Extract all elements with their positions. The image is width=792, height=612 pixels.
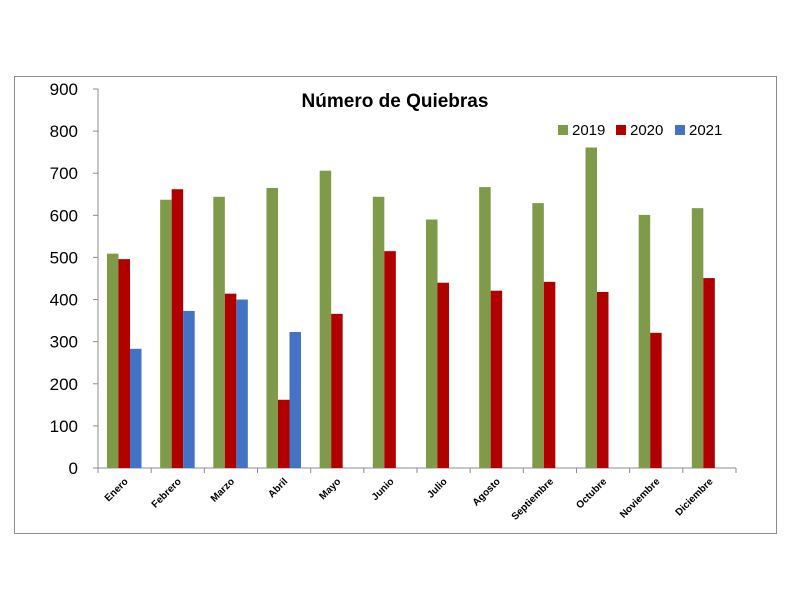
legend-label-2019: 2019 [572,122,605,139]
legend-swatch-2021 [675,125,685,135]
x-tick-label: Abril [266,476,290,500]
bar-2019-octubre [585,147,597,468]
bar-2021-febrero [183,310,195,468]
bar-2020-abril [278,399,290,468]
bar-2021-marzo [236,299,248,468]
bar-2019-diciembre [691,208,704,469]
x-tick-label: Marzo [209,476,237,504]
bar-2021-enero [130,348,142,468]
bars [107,147,715,469]
bar-2020-marzo [224,293,237,468]
legend-label-2020: 2020 [630,122,663,139]
bar-2020-septiembre [543,281,556,468]
y-tick-label: 100 [50,417,78,436]
legend-label-2021: 2021 [689,122,722,139]
bar-2019-abril [266,187,278,468]
x-tick-label: Junio [370,476,397,503]
bar-2019-mayo [319,170,332,468]
y-tick-label: 700 [50,164,78,183]
bar-2020-octubre [597,291,609,468]
bar-2019-noviembre [638,214,651,468]
bar-2019-febrero [160,199,172,468]
bar-2019-julio [426,219,438,468]
bar-2020-julio [437,282,449,468]
legend: 2019 2020 2021 [558,122,722,139]
x-tick-label: Enero [103,476,131,504]
x-tick-label: Agosto [471,476,503,508]
bar-2019-enero [107,253,119,468]
x-tick-labels: Enero Febrero Marzo Abril Mayo Junio Julio Agos… [97,468,737,523]
bar-2020-febrero [171,189,184,468]
bar-2019-junio [372,196,385,469]
y-tick-label: 300 [50,333,78,352]
y-tick-label: 400 [50,291,78,310]
chart-title: Número de Quiebras [302,91,489,112]
x-tick-label: Febrero [150,476,184,510]
bar-2020-agosto [490,290,503,468]
bar-2020-noviembre [650,332,662,468]
y-tick-label: 500 [50,248,78,267]
x-tick-label: Septiembre [510,476,557,523]
legend-swatch-2020 [616,125,626,135]
bar-2020-diciembre [703,278,715,468]
y-tick-labels: 0 100 200 300 400 500 600 700 800 900 [50,80,98,478]
x-tick-label: Mayo [318,476,344,502]
bar-2021-abril [289,331,301,468]
x-tick-label: Diciembre [674,476,716,518]
legend-swatch-2019 [558,125,568,135]
y-tick-label: 200 [50,375,78,394]
bar-2019-agosto [479,187,491,468]
bar-2019-marzo [213,196,225,469]
y-tick-label: 900 [50,80,78,99]
y-tick-label: 600 [50,206,78,225]
y-tick-label: 0 [69,459,78,478]
bar-2020-enero [118,259,130,468]
bar-2020-junio [384,251,396,468]
y-tick-label: 800 [50,122,78,141]
x-tick-label: Octubre [574,476,609,511]
bar-2020-mayo [331,313,343,468]
x-tick-label: Julio [425,476,449,500]
x-tick-label: Noviembre [618,476,663,521]
bar-2019-septiembre [532,203,544,468]
